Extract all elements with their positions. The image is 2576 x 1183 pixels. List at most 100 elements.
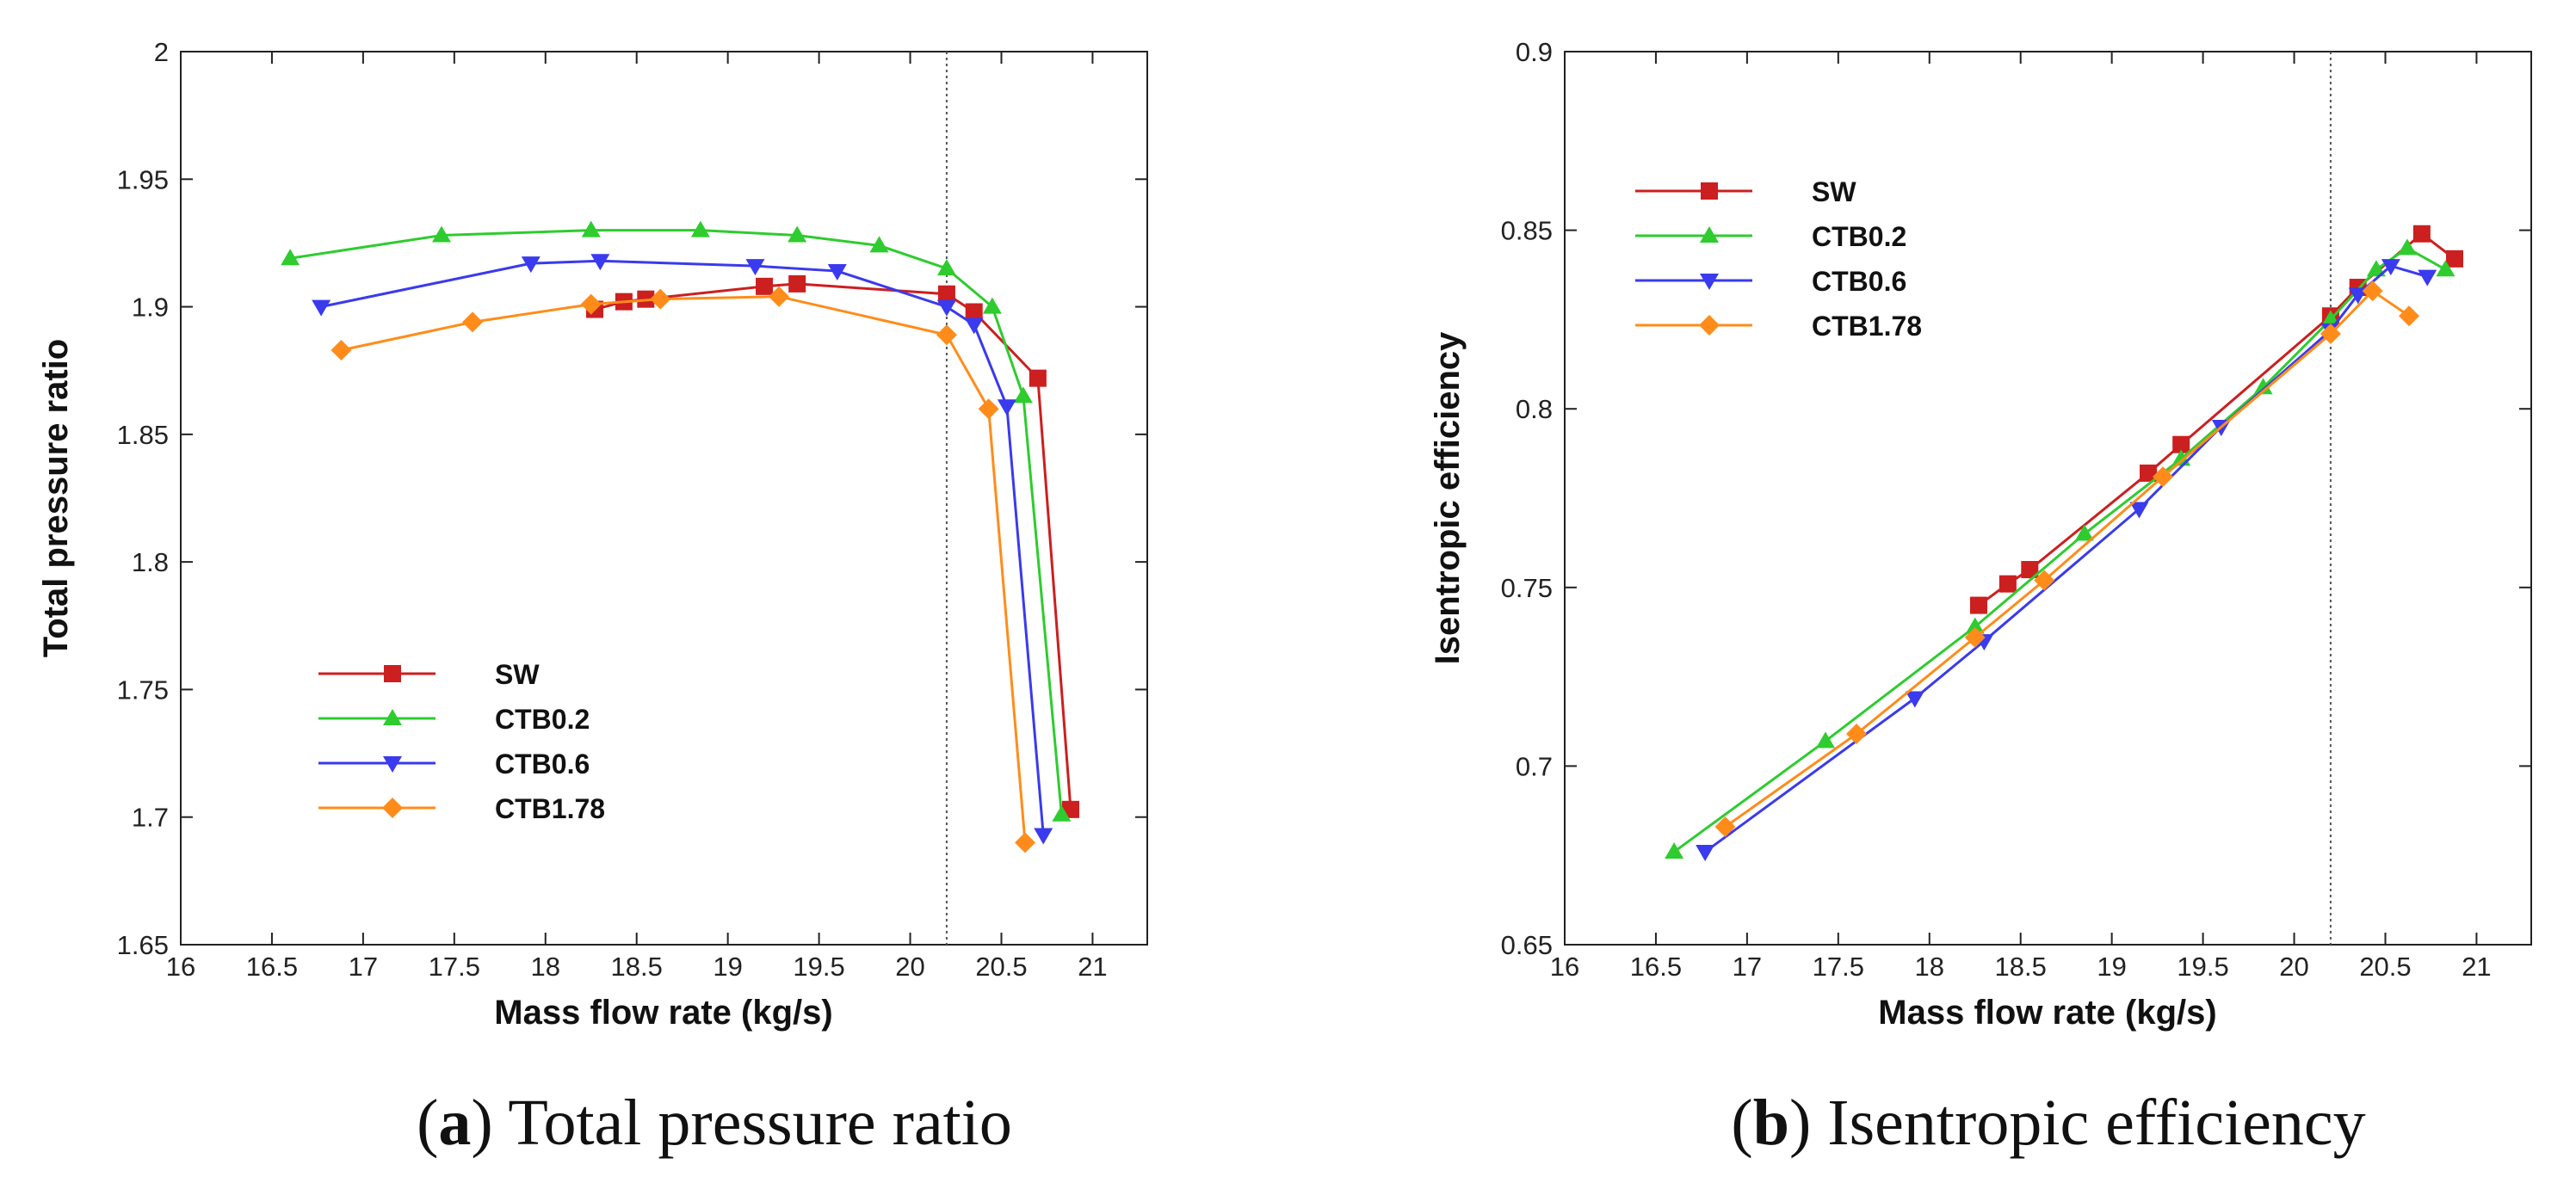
plot-frame-b: [1564, 51, 2532, 946]
data-point-ctb06: [590, 254, 610, 271]
data-point-ctb02: [581, 220, 601, 237]
x-tick-label-a: 21: [1078, 952, 1107, 982]
x-tick-label-a: 17: [349, 952, 378, 982]
data-point-sw: [2021, 561, 2039, 579]
data-point-ctb02: [1665, 842, 1684, 860]
y-tick-label-b: 0.8: [1516, 394, 1553, 424]
legend-marker-ctb06: [383, 756, 402, 773]
data-point-ctb02: [281, 249, 300, 266]
series-line-ctb178: [341, 295, 1027, 843]
data-point-ctb02: [2436, 260, 2456, 277]
data-point-sw: [756, 277, 774, 295]
plot-frame-a: [180, 51, 1148, 946]
x-tick-label-b: 20.5: [2359, 952, 2411, 982]
x-tick-label-b: 18.5: [1995, 952, 2047, 982]
data-point-ctb06: [964, 317, 984, 335]
data-point-ctb178: [1714, 816, 1736, 837]
y-tick-label-a: 1.9: [132, 293, 169, 323]
caption-b: (b) Isentropic efficiency: [1731, 1087, 2365, 1159]
series-line-sw: [1978, 231, 2456, 607]
caption-a: (a) Total pressure ratio: [417, 1087, 1012, 1159]
x-tick-label-a: 16.5: [246, 952, 298, 982]
y-tick-label-a: 1.75: [117, 675, 169, 705]
data-point-sw: [788, 274, 806, 293]
data-point-sw: [965, 303, 983, 321]
legend-marker-sw: [384, 665, 401, 682]
y-tick-label-a: 1.85: [117, 420, 169, 450]
data-point-ctb178: [580, 293, 602, 315]
x-tick-label-b: 19: [2097, 952, 2126, 982]
series-line-ctb02: [289, 229, 1063, 815]
data-point-ctb178: [650, 288, 671, 310]
data-point-ctb178: [1846, 724, 1868, 745]
data-point-ctb06: [2348, 287, 2368, 305]
data-point-ctb06: [312, 299, 331, 317]
y-tick-label-b: 0.75: [1501, 573, 1553, 603]
legend-marker-ctb02: [383, 709, 402, 725]
data-point-ctb178: [2034, 570, 2055, 591]
x-tick-label-b: 17: [1733, 952, 1762, 982]
x-tick-label-a: 20: [895, 952, 924, 982]
data-point-sw: [937, 285, 955, 303]
data-point-ctb06: [521, 256, 541, 274]
data-point-ctb02: [982, 297, 1002, 314]
data-point-ctb02: [1052, 804, 1072, 822]
data-point-ctb178: [2399, 305, 2420, 327]
y-tick-label-a: 1.65: [117, 930, 169, 960]
data-point-ctb02: [1013, 386, 1033, 404]
data-point-ctb178: [330, 339, 352, 360]
y-tick-label-b: 0.7: [1516, 751, 1553, 781]
x-tick-label-a: 20.5: [975, 952, 1027, 982]
legend-marker-sw: [1701, 182, 1718, 200]
data-point-ctb02: [2074, 524, 2094, 541]
data-point-ctb178: [2362, 280, 2383, 302]
data-point-sw: [1969, 596, 1987, 614]
data-point-ctb06: [2129, 502, 2149, 519]
data-point-ctb06: [997, 399, 1016, 416]
data-point-ctb178: [768, 286, 789, 307]
data-point-ctb06: [1034, 828, 1053, 845]
legend-label-sw: SW: [1812, 176, 1856, 207]
legend-a: SW CTB0.2 CTB0.6 CTB1.78: [318, 659, 605, 824]
legend-label-ctb178: CTB1.78: [1812, 311, 1922, 342]
x-tick-label-b: 21: [2462, 952, 2491, 982]
legend-marker-ctb178: [382, 798, 403, 818]
legend-label-ctb02: CTB0.2: [1812, 221, 1906, 252]
data-point-ctb06: [936, 299, 956, 317]
data-point-sw: [2172, 435, 2190, 453]
x-tick-label-b: 16: [1550, 952, 1579, 982]
legend-label-ctb06: CTB0.6: [495, 749, 590, 779]
x-tick-label-b: 18: [1915, 952, 1944, 982]
data-point-ctb02: [2397, 238, 2417, 256]
data-point-ctb178: [936, 324, 957, 346]
series-line-ctb178: [1724, 289, 2410, 829]
legend-label-ctb06: CTB0.6: [1812, 266, 1906, 297]
data-point-ctb178: [1964, 626, 1986, 648]
data-point-ctb06: [827, 264, 847, 281]
data-point-ctb178: [462, 311, 484, 333]
x-tick-label-a: 19: [713, 952, 742, 982]
x-tick-label-b: 19.5: [2177, 952, 2228, 982]
y-tick-label-a: 1.7: [132, 803, 169, 833]
x-axis-label-b: Mass flow rate (kg/s): [1878, 994, 2216, 1032]
y-tick-label-b: 0.85: [1501, 216, 1553, 246]
data-point-ctb178: [2320, 323, 2341, 345]
x-tick-label-a: 18: [531, 952, 560, 982]
x-tick-label-b: 17.5: [1813, 952, 1864, 982]
data-point-ctb02: [2366, 260, 2386, 277]
y-axis-label-b: Isentropic efficiency: [1429, 331, 1467, 665]
legend-label-ctb178: CTB1.78: [495, 793, 605, 824]
y-tick-label-b: 0.65: [1501, 930, 1553, 960]
x-axis-label-a: Mass flow rate (kg/s): [494, 994, 832, 1032]
data-point-ctb02: [2253, 378, 2273, 395]
legend-label-ctb02: CTB0.2: [495, 704, 590, 735]
panel-a: 16 16.5 17 17.5 18 18.5 19 19.5 20 20.5 21 1.65 1.7 1…: [37, 37, 1148, 1159]
x-tick-label-a: 16: [166, 952, 195, 982]
data-point-sw: [1998, 575, 2017, 593]
x-tick-label-b: 16.5: [1630, 952, 1682, 982]
data-point-sw: [1029, 369, 1047, 387]
data-point-ctb02: [690, 220, 710, 237]
data-point-sw: [2140, 464, 2158, 482]
y-tick-label-a: 2: [154, 37, 169, 67]
